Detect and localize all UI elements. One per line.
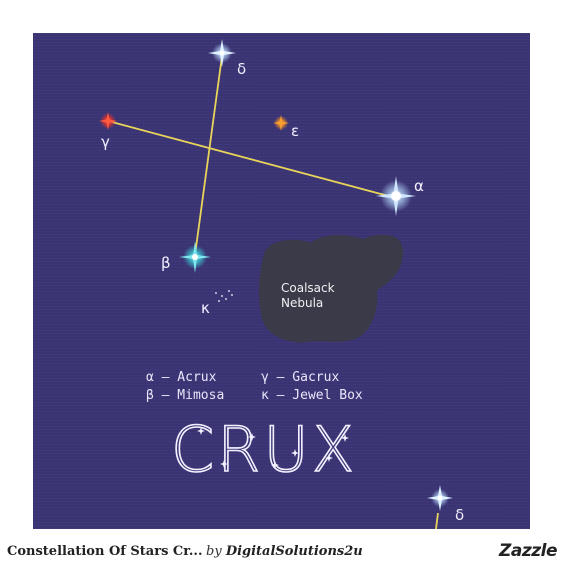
constellation-line-horizontal: [107, 120, 397, 199]
poster-artwork: δ γ ε α β: [99, 39, 464, 529]
by-prefix: by: [206, 544, 222, 559]
alpha-star-icon: [376, 176, 416, 216]
title-star-decorations: [197, 427, 349, 469]
gamma-star-icon: [99, 112, 117, 130]
constellation-line-partial: [435, 512, 439, 529]
nebula-label-line2: Nebula: [281, 296, 323, 310]
constellation-line-vertical: [194, 55, 223, 256]
beta-label: β: [161, 254, 171, 272]
constellation-title: CRUX: [171, 413, 357, 486]
epsilon-star-icon: [273, 115, 289, 131]
kappa-label: κ: [201, 299, 210, 317]
beta-star-icon: [179, 241, 211, 273]
coalsack-nebula-shape: [258, 234, 404, 343]
legend-beta: β – Mimosa: [146, 388, 224, 403]
seller-link[interactable]: DigitalSolutions2u: [225, 544, 363, 559]
alpha-label: α: [414, 177, 424, 195]
constellation-poster[interactable]: δ γ ε α β: [33, 33, 530, 529]
legend-alpha: α – Acrux: [146, 370, 217, 385]
delta-label: δ: [237, 60, 246, 78]
legend-kappa: κ – Jewel Box: [261, 388, 363, 403]
product-title-link[interactable]: Constellation Of Stars Cr...: [7, 544, 203, 559]
delta-star-repeat-icon: [427, 485, 453, 511]
jewel-box-cluster-icon: [215, 290, 233, 302]
gamma-label: γ: [101, 133, 110, 151]
delta-repeat-label: δ: [455, 506, 464, 524]
seller-byline: by DigitalSolutions2u: [206, 544, 363, 559]
epsilon-label: ε: [291, 122, 299, 140]
nebula-label-line1: Coalsack: [281, 281, 335, 295]
delta-star-icon: [208, 39, 236, 67]
legend-gamma: γ – Gacrux: [261, 370, 339, 385]
product-footer: Constellation Of Stars Cr... by DigitalS…: [0, 538, 564, 564]
zazzle-logo[interactable]: Zazzle: [499, 541, 557, 561]
